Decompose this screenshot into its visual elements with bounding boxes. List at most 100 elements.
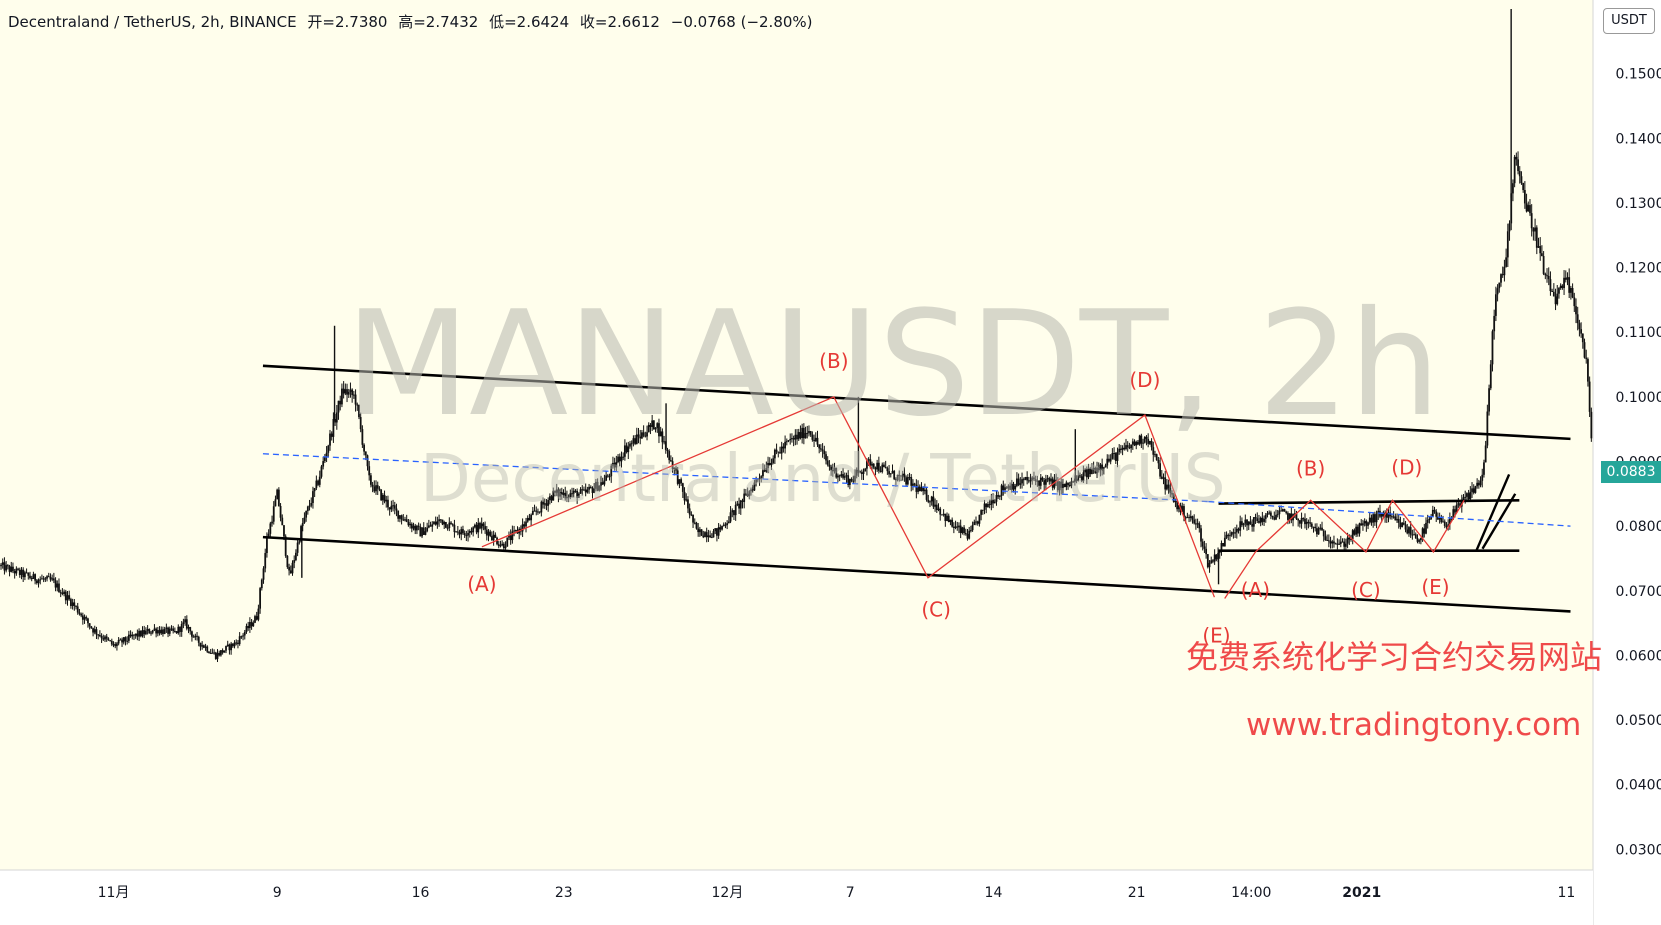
candle-body [1438, 518, 1441, 520]
candle-body [1055, 479, 1058, 481]
promo-text: 免费系统化学习合约交易网站 [1186, 638, 1603, 676]
candle-body [1450, 518, 1453, 520]
candle-body [1537, 246, 1540, 248]
time-tick-label: 2021 [1342, 885, 1381, 901]
candle-body [845, 475, 848, 477]
time-tick-label: 7 [846, 885, 855, 901]
candle-body [772, 458, 775, 463]
change-value: −0.0768 (−2.80%) [670, 13, 813, 31]
candle-body [589, 486, 592, 488]
candle-body [547, 500, 550, 506]
candle-body [521, 524, 524, 532]
time-tick-label: 14:00 [1231, 885, 1271, 901]
candle-body [797, 432, 800, 440]
candle-body [941, 514, 943, 516]
candle-body [421, 527, 423, 537]
candle-body [746, 493, 749, 497]
candle-body [381, 494, 384, 501]
candle-body [939, 508, 942, 515]
candle-body [1525, 203, 1528, 212]
candle-body [722, 524, 725, 526]
candle-body [1396, 518, 1398, 521]
candle-body [886, 468, 889, 472]
candle-body [538, 511, 541, 513]
candle-body [1155, 454, 1158, 461]
candle-body [947, 515, 950, 523]
candle-body [317, 480, 319, 485]
promo-url[interactable]: www.tradingtony.com [1246, 707, 1582, 743]
candle-body [1423, 528, 1426, 534]
candle-body [821, 449, 824, 451]
candle-body [153, 628, 156, 631]
candle-body [85, 617, 88, 619]
candle-body [6, 565, 9, 567]
candle-body [61, 592, 64, 595]
candle-body [1506, 231, 1509, 258]
wave-label: (C) [921, 598, 951, 622]
candle-body [1128, 447, 1131, 449]
candle-body [1394, 516, 1397, 521]
candle-body [124, 637, 127, 642]
candle-body [854, 475, 856, 482]
candle-body [1542, 256, 1545, 274]
candle-body [753, 482, 756, 491]
candle-body [260, 579, 263, 589]
symbol-title[interactable]: Decentraland / TetherUS, 2h, BINANCE [8, 13, 297, 31]
candle-body [1476, 482, 1479, 487]
candle-body [997, 495, 1000, 497]
candle-body [709, 535, 712, 538]
candle-body [221, 650, 224, 653]
candle-body [325, 452, 328, 457]
candle-body [1391, 516, 1393, 518]
candle-body [1104, 465, 1107, 468]
candle-body [1259, 517, 1262, 523]
candle-body [39, 579, 42, 581]
candle-body [133, 634, 135, 636]
candle-body [850, 479, 853, 481]
candle-body [555, 489, 558, 493]
candle-body [439, 519, 442, 521]
candle-body [727, 521, 730, 524]
candle-body [41, 578, 43, 580]
candle-body [274, 499, 277, 507]
candle-body [1096, 467, 1098, 474]
candle-body [577, 493, 580, 498]
candle-body [465, 535, 468, 537]
candle-body [598, 485, 601, 491]
candle-body [177, 626, 180, 634]
candle-body [463, 533, 466, 536]
candle-body [1466, 493, 1468, 497]
candle-body [918, 486, 921, 492]
candle-body [1126, 445, 1129, 448]
candle-body [443, 521, 446, 525]
candle-body [56, 583, 59, 588]
candle-body [47, 576, 50, 578]
wave-label: (E) [1202, 623, 1230, 647]
candle-body [73, 602, 76, 606]
candle-body [1300, 518, 1303, 524]
candle-body [433, 521, 435, 525]
candle-body [395, 508, 398, 511]
candle-body [467, 532, 469, 536]
currency-unit-button[interactable]: USDT [1603, 8, 1655, 34]
candle-body [1416, 538, 1419, 542]
candle-body [659, 431, 662, 437]
candle-body [775, 449, 778, 452]
candle-body [964, 533, 967, 535]
time-tick-label: 14 [985, 885, 1003, 901]
candle-body [327, 445, 330, 453]
candle-body [1411, 534, 1414, 536]
wave-label: (C) [1351, 578, 1381, 602]
time-tick-label: 11 [1557, 885, 1575, 901]
candle-body [1196, 523, 1199, 525]
candle-body [30, 578, 33, 580]
candle-body [18, 569, 21, 575]
candle-body [380, 489, 383, 501]
candle-body [492, 534, 495, 541]
candle-body [1583, 342, 1586, 358]
candle-body [603, 480, 606, 485]
candle-body [731, 510, 734, 513]
candle-body [1338, 543, 1340, 545]
candle-body [758, 477, 761, 480]
